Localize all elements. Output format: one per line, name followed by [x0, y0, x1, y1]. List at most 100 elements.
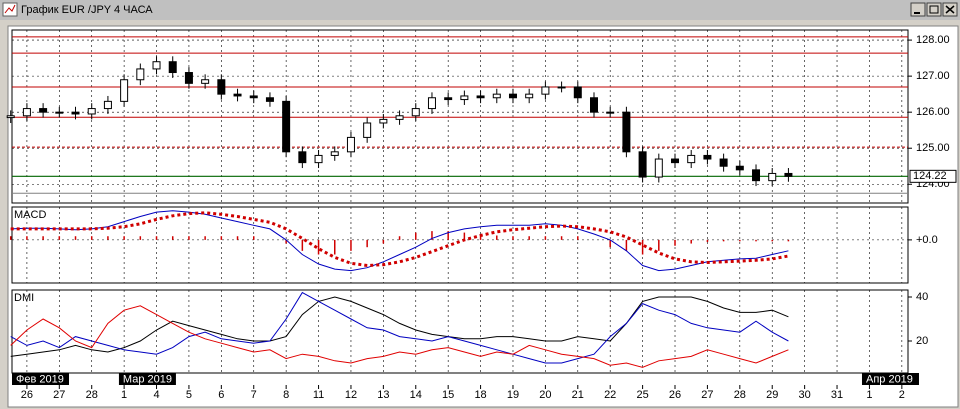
indicator-line	[10, 305, 789, 368]
candle-body	[168, 61, 177, 74]
month-label: Мар 2019	[123, 373, 172, 385]
x-tick-label: 18	[474, 389, 486, 401]
x-tick-label: 1	[866, 389, 872, 401]
indicator-line	[10, 210, 789, 272]
candle-body	[330, 151, 339, 156]
x-tick-label: 4	[153, 389, 159, 401]
x-tick-label: 22	[604, 389, 616, 401]
x-tick-label: 27	[53, 389, 65, 401]
close-icon	[945, 5, 955, 14]
x-tick-label: 12	[345, 389, 357, 401]
month-label-box	[12, 373, 69, 385]
x-tick-label: 13	[377, 389, 389, 401]
candle-body	[282, 100, 291, 153]
candle-body	[654, 158, 663, 178]
last-price-label: 124.22	[913, 170, 947, 182]
candle-body	[363, 122, 372, 138]
candle-body	[6, 115, 15, 119]
candle-body	[444, 97, 453, 101]
candle-body	[298, 151, 307, 164]
y-tick-label: 40	[916, 291, 928, 303]
candle-body	[411, 108, 420, 117]
candle-body	[589, 97, 598, 113]
month-label: Апр 2019	[866, 373, 913, 385]
candle-body	[508, 93, 517, 99]
y-tick-label: 127.00	[916, 70, 950, 82]
panel-title: DMI	[14, 292, 34, 304]
indicator-line	[10, 291, 789, 364]
x-tick-label: 28	[734, 389, 746, 401]
candle-body	[249, 95, 258, 99]
y-tick-label: 125.00	[916, 142, 950, 154]
x-tick-label: 26	[669, 389, 681, 401]
month-label-box	[861, 373, 919, 385]
candle-body	[379, 118, 388, 124]
minimize-button[interactable]	[910, 2, 926, 17]
candle-body	[103, 100, 112, 110]
candle-body	[314, 154, 323, 164]
indicator-line	[10, 296, 789, 357]
x-tick-label: 7	[251, 389, 257, 401]
x-tick-label: 11	[313, 389, 324, 401]
candle-body	[525, 93, 534, 99]
candle-body	[687, 154, 696, 164]
candle-body	[460, 95, 469, 101]
x-tick-label: 1	[121, 389, 127, 401]
last-price-box	[909, 169, 957, 183]
candle-body	[703, 154, 712, 160]
x-tick-label: 26	[21, 389, 33, 401]
x-tick-label: 15	[442, 389, 454, 401]
x-tick-label: 21	[572, 389, 584, 401]
month-label-box	[118, 373, 176, 385]
x-tick-label: 14	[410, 389, 422, 401]
x-tick-label: 19	[507, 389, 519, 401]
candle-body	[22, 108, 31, 117]
candle-body	[87, 108, 96, 115]
title-bar	[0, 0, 960, 20]
window-icon-line	[4, 4, 16, 14]
candle-body	[427, 97, 436, 110]
candle-body	[152, 61, 161, 70]
candle-body	[217, 79, 226, 95]
candle-body	[395, 115, 404, 120]
x-tick-label: 6	[218, 389, 224, 401]
candle-body	[784, 172, 793, 177]
y-tick-label: 126.00	[916, 106, 950, 118]
candle-body	[719, 158, 728, 167]
x-tick-label: 30	[799, 389, 811, 401]
x-tick-label: 28	[86, 389, 98, 401]
maximize-icon	[929, 5, 939, 14]
month-label: Фев 2019	[16, 373, 64, 385]
candle-body	[541, 86, 550, 95]
panel-title: MACD	[14, 209, 46, 221]
candle-body	[201, 79, 210, 84]
candle-body	[39, 108, 48, 113]
candle-body	[752, 169, 761, 182]
candle-body	[265, 97, 274, 102]
y-tick-label: 128.00	[916, 34, 950, 46]
x-tick-label: 5	[186, 389, 192, 401]
candle-body	[492, 93, 501, 99]
candle-body	[638, 151, 647, 178]
x-tick-label: 2	[899, 389, 905, 401]
candle-body	[233, 93, 242, 97]
candle-body	[735, 165, 744, 171]
x-tick-label: 27	[701, 389, 713, 401]
candle-body	[346, 136, 355, 153]
window-title: График EUR /JPY 4 ЧАСА	[21, 4, 153, 16]
panel-frame	[11, 206, 909, 284]
candle-body	[136, 68, 145, 81]
panel-frame	[11, 289, 909, 374]
x-tick-label: 25	[636, 389, 648, 401]
candle-body	[557, 86, 566, 89]
candle-body	[55, 111, 64, 114]
candle-body	[184, 72, 193, 84]
candle-body	[476, 95, 485, 99]
x-tick-label: 31	[831, 389, 843, 401]
candle-body	[606, 111, 615, 114]
y-tick-label: 20	[916, 335, 928, 347]
x-tick-label: 20	[539, 389, 551, 401]
maximize-button[interactable]	[926, 2, 942, 17]
candle-body	[768, 172, 777, 182]
